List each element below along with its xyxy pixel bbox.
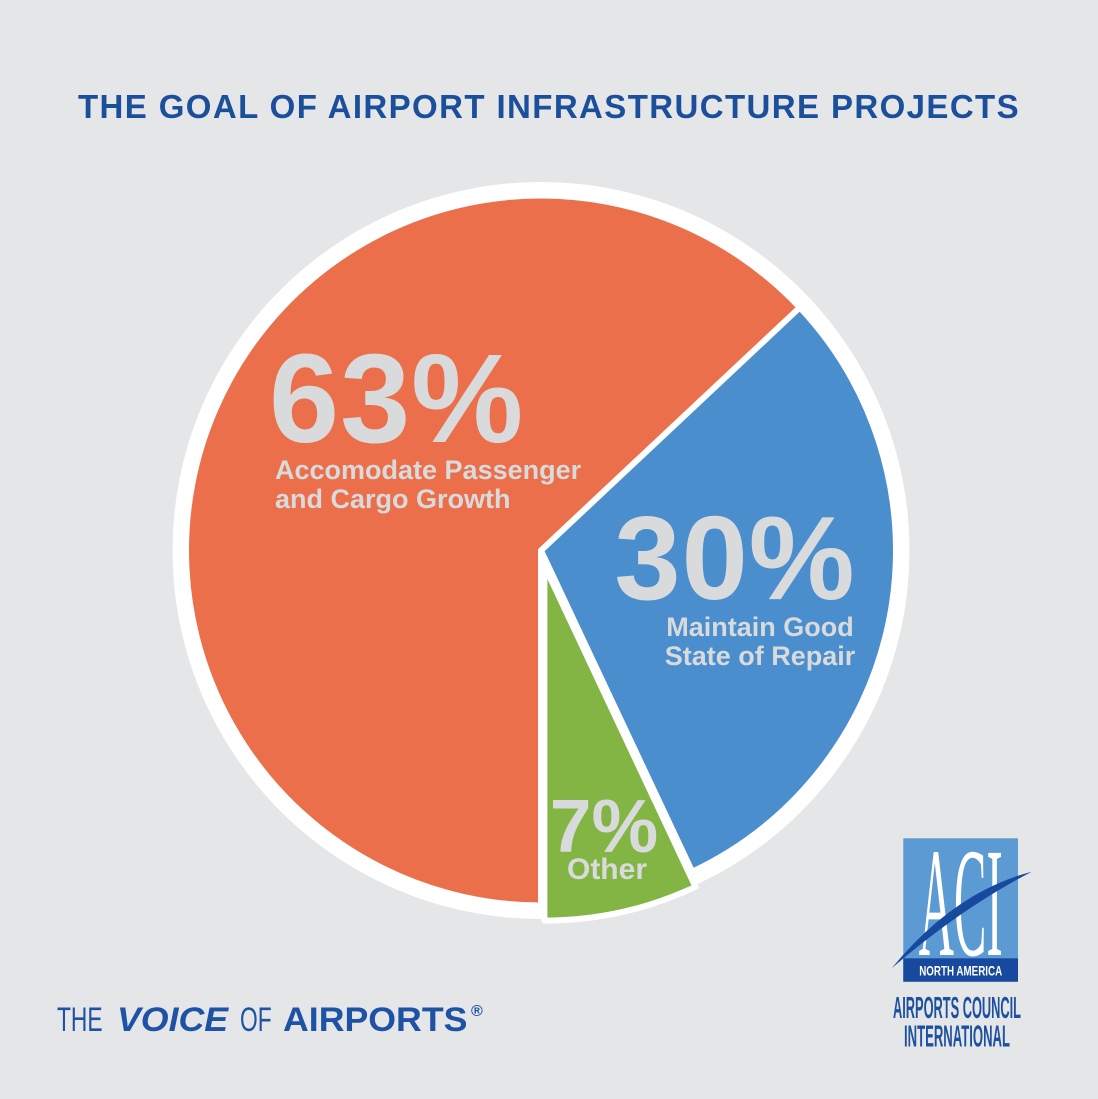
page-title: THE GOAL OF AIRPORT INFRASTRUCTURE PROJE… [77,88,1021,125]
slice-label-other: Other [566,853,647,886]
aci-logo: ACI NORTH AMERICA AIRPORTS COUNCIL INTER… [870,816,1060,1062]
slice-label-line: Accomodate Passenger [275,455,582,485]
tagline-word-airports: AIRPORTS [283,1001,468,1039]
tagline-word-of: OF [240,1001,272,1039]
pie-slice-7pct [541,562,699,924]
aci-org-name-line2: INTERNATIONAL [904,1019,1010,1054]
slice-label-accommodate-growth: Accomodate Passenger and Cargo Growth [275,456,581,514]
registered-trademark-icon: ® [471,1003,483,1020]
voice-of-airports-tagline: THE VOICE OF AIRPORTS ® [57,1003,517,1045]
aci-logo-graphic: ACI NORTH AMERICA AIRPORTS COUNCIL INTER… [891,816,1032,1054]
slice-label-line: Maintain Good [666,612,854,642]
tagline-word-voice: VOICE [117,1001,229,1039]
slice-label-state-of-repair: Maintain Good State of Repair [635,613,885,671]
slice-percent-state-of-repair: 30% [614,492,856,625]
aci-region-label: NORTH AMERICA [919,963,1002,979]
slice-label-line: and Cargo Growth [275,484,511,514]
aci-org-name-line1: AIRPORTS COUNCIL [893,990,1021,1025]
pie-slice-30pct [538,304,899,875]
slice-percent-accommodate-growth: 63% [269,328,525,469]
pie-slice-63pct [183,192,803,909]
aci-acronym: ACI [919,832,1003,989]
slice-label-line: State of Repair [664,641,856,671]
aci-logo-band [903,958,1018,982]
slice-percent-other: 7% [549,784,659,868]
tagline-word-the: THE [57,1001,103,1039]
